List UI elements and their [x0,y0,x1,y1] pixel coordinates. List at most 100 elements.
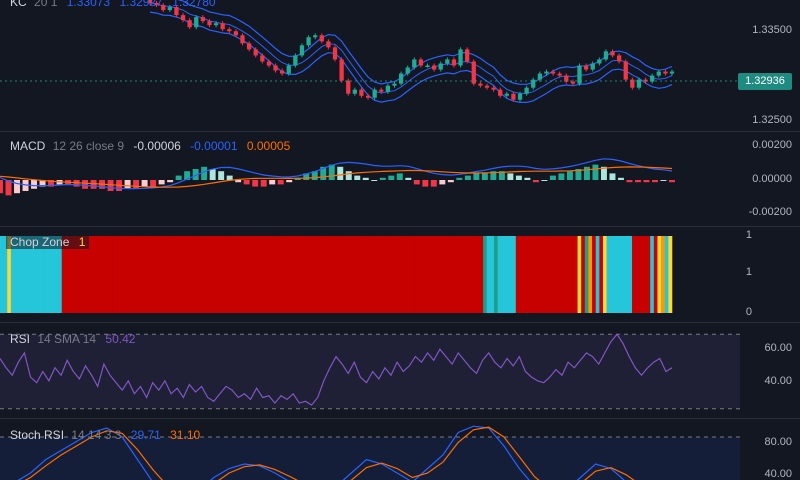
macd-histogram-bar [669,180,675,183]
macd-histogram-bar [422,180,429,187]
candle-body [425,65,430,67]
chop-zone-bar [345,236,350,313]
macd-histogram-bar [507,173,514,180]
chop-zone-bar [243,236,248,313]
candle-body [194,17,199,28]
chop-zone-bar [156,236,161,313]
stoch-axis-label: 80.00 [764,436,792,448]
chop-zone-bar [112,236,117,313]
macd-histogram-bar [354,175,361,180]
pane-separator[interactable] [0,226,800,227]
kc-legend[interactable]: KC 20 1 1.33073 1.32927 1.32780 [10,0,216,9]
chop-zone-bar [58,236,63,313]
macd-histogram-bar [396,173,403,180]
macd-signal-line [0,166,673,188]
chop-value: 1 [78,235,86,249]
chop-zone-bar [584,236,589,313]
chop-zone-bar [526,236,531,313]
stoch-legend[interactable]: Stoch RSI 14 14 3 3 29.71 31.10 [10,428,200,442]
chop-zone-bar [10,236,15,313]
chop-zone-bar [374,236,379,313]
candle-body [313,35,318,38]
stoch-d-value: 31.10 [170,428,201,442]
chop-zone-bar [548,236,553,313]
candle-body [174,7,179,16]
chop-zone-bar [36,236,41,313]
chop-zone-bar [61,236,66,313]
macd-histogram-bar [218,171,225,180]
chop-zone-bar [533,236,538,313]
macd-histogram-bar [583,166,590,180]
kc-basis-value: 1.32927 [119,0,163,9]
candle-body [405,67,410,74]
macd-histogram-bar [660,180,667,181]
chop-zone-bar [552,236,557,313]
chop-zone-bar [101,236,106,313]
chop-zone-bar [0,236,4,313]
chop-zone-bar [486,236,491,313]
candle-body [616,55,622,62]
candle-body [544,71,549,74]
chop-zone-bar [196,236,201,313]
candle-body [511,93,516,100]
pane-separator[interactable] [0,131,800,132]
chop-zone-bar [341,236,346,313]
macd-histogram-bar [124,180,131,189]
chop-zone-bar [305,236,310,313]
pane-separator[interactable] [0,322,800,323]
chop-zone-bar [530,236,535,313]
kc-title: KC [10,0,27,9]
chop-zone-bar [145,236,150,313]
chop-zone-bar [563,236,567,313]
chop-zone-bar [602,236,607,313]
chop-zone-bar [653,236,658,313]
chop-zone-bar [472,236,477,313]
macd-histogram-bar [413,180,420,185]
candle-body [253,49,258,56]
candle-body [246,43,252,50]
chop-zone-bar [642,236,647,313]
macd-legend[interactable]: MACD 12 26 close 9 -0.00006 -0.00001 0.0… [10,139,290,153]
candle-body [398,73,404,84]
macd-histogram-bar [490,171,497,180]
macd-histogram-bar [379,177,386,180]
rsi-axis-label: 60.00 [764,342,792,354]
chop-zone-bar [65,236,70,313]
candle-body [319,35,324,42]
chop-legend[interactable]: Chop Zone 1 [6,235,90,249]
rsi-legend[interactable]: RSI 14 SMA 14 50.42 [10,332,135,346]
macd-histogram-bar [337,166,344,180]
chop-zone-bar [403,236,408,313]
candle-body [207,21,212,26]
macd-histogram-bar [252,180,259,187]
chop-zone-bar [410,236,415,313]
chop-zone-bar [544,236,549,313]
chop-zone-bar [523,236,528,313]
candle-body [570,81,576,84]
chop-zone-bar [268,236,273,313]
chop-zone-bar [116,236,121,313]
rsi-title: RSI [10,332,31,346]
pane-separator[interactable] [0,418,800,419]
chop-zone-bar [435,236,440,313]
candle-body [213,23,219,26]
chop-zone-bar [98,236,103,313]
candle-body [557,73,562,76]
macd-histogram-bar [524,177,531,180]
macd-histogram-bar [150,180,157,187]
candle-body [220,23,225,30]
chop-zone-bar [406,236,411,313]
stoch-params: 14 14 3 3 [71,428,122,442]
chop-zone-bar [559,236,564,313]
candle-body [412,59,417,68]
chop-zone-bar [639,236,644,313]
chop-zone-bar [25,236,30,313]
candle-body [326,41,331,48]
candle-body [339,59,344,81]
chop-zone-bar [592,236,597,313]
candle-body [233,31,239,36]
chop-zone-bar [279,236,284,313]
candle-body [273,65,278,71]
